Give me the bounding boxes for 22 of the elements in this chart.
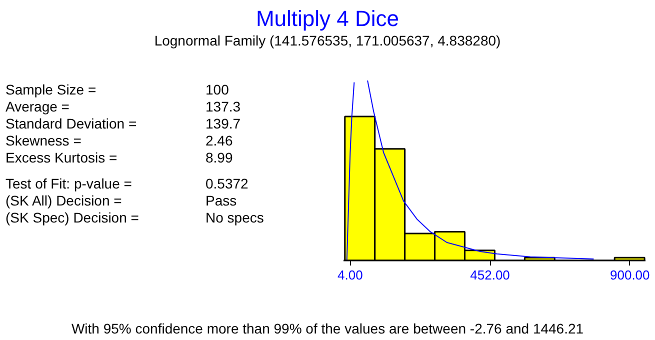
x-tick-label: 4.00 (338, 268, 363, 282)
text: 100 (206, 82, 230, 98)
text: With 95% confidence more than 99% of the values are between -2.76 and 1446.21 (71, 320, 584, 336)
x-tick-label: 452.00 (470, 268, 510, 282)
text: (SK Spec) Decision = (6, 210, 139, 226)
text: 2.46 (206, 132, 233, 148)
text: Standard Deviation = (6, 116, 137, 132)
text: Excess Kurtosis = (6, 150, 118, 166)
text: 139.7 (206, 116, 241, 132)
text: 8.99 (206, 150, 233, 166)
text: No specs (206, 210, 264, 226)
text: Sample Size = (6, 82, 96, 98)
chart-title: Multiply 4 Dice (256, 6, 400, 31)
text: 0.5372 (206, 176, 249, 192)
text: 137.3 (206, 98, 241, 114)
text: Skewness = (6, 132, 82, 148)
text: Pass (206, 192, 237, 208)
chart-subtitle: Lognormal Family (141.576535, 171.005637, 4.838280) (154, 32, 501, 48)
x-tick-label: 900.00 (610, 268, 650, 282)
text: (SK All) Decision = (6, 192, 122, 208)
text: Test of Fit: p-value = (6, 176, 132, 192)
text: Average = (6, 98, 70, 114)
